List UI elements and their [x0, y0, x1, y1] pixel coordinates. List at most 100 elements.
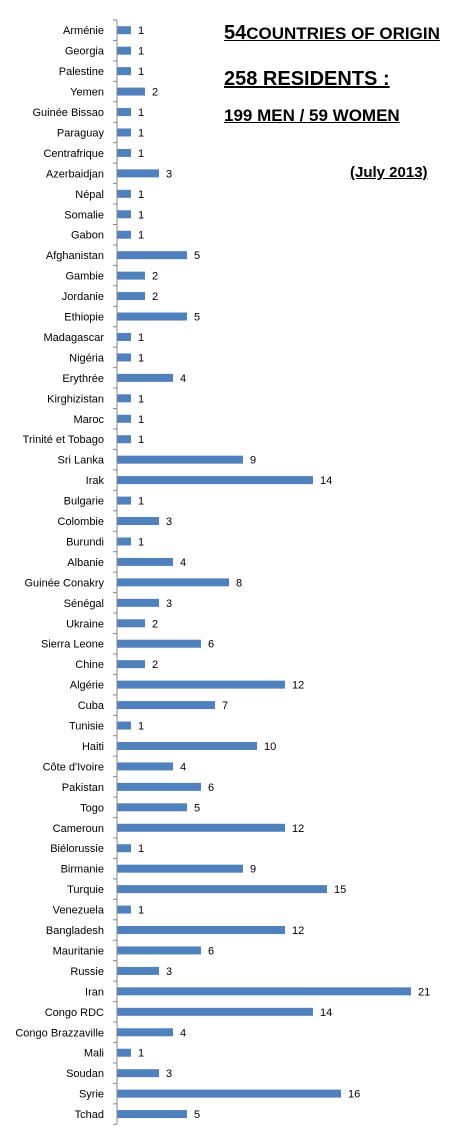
bar-52: [117, 1089, 341, 1098]
value-label: 1: [138, 843, 144, 855]
category-label: Sierra Leone: [41, 639, 104, 651]
category-label: Venezuela: [53, 905, 105, 917]
bar-1: [117, 46, 131, 55]
category-label: Jordanie: [62, 291, 104, 303]
value-label: 4: [180, 761, 186, 773]
bar-28: [117, 598, 159, 607]
bar-27: [117, 578, 229, 587]
value-label: 5: [194, 250, 200, 262]
value-label: 1: [138, 25, 144, 37]
category-label: Albanie: [67, 557, 104, 569]
bar-40: [117, 844, 131, 853]
bar-12: [117, 271, 145, 280]
category-label: Sénégal: [64, 598, 104, 610]
value-label: 5: [194, 312, 200, 324]
category-label: Congo Brazzaville: [15, 1027, 104, 1039]
category-label: Bulgarie: [64, 496, 104, 508]
bar-34: [117, 721, 131, 730]
category-label: Cameroun: [53, 823, 104, 835]
category-label: Népal: [75, 189, 104, 201]
value-label: 12: [292, 823, 304, 835]
value-label: 3: [166, 1068, 172, 1080]
men-women-subtitle: 199 MEN / 59 WOMEN: [224, 106, 400, 125]
bar-37: [117, 782, 201, 791]
value-label: 10: [264, 741, 276, 753]
value-label: 1: [138, 46, 144, 58]
category-label: Madagascar: [43, 332, 104, 344]
bar-53: [117, 1110, 187, 1119]
category-label: Centrafrique: [43, 148, 104, 160]
category-label: Georgia: [65, 46, 105, 58]
category-label: Soudan: [66, 1068, 104, 1080]
value-label: 1: [138, 209, 144, 221]
value-label: 2: [152, 618, 158, 630]
category-label: Iran: [85, 986, 104, 998]
bar-42: [117, 885, 327, 894]
category-label: Colombie: [58, 516, 104, 528]
bar-43: [117, 905, 131, 914]
value-label: 4: [180, 373, 186, 385]
category-label: Arménie: [63, 25, 104, 37]
value-label: 6: [208, 782, 214, 794]
category-label: Maroc: [73, 414, 104, 426]
category-label: Biélorussie: [50, 843, 104, 855]
bar-26: [117, 557, 173, 566]
date-label: (July 2013): [350, 164, 428, 181]
category-label: Erythrée: [62, 373, 104, 385]
category-label: Kirghizistan: [47, 393, 104, 405]
value-label: 12: [292, 680, 304, 692]
category-label: Afghanistan: [46, 250, 104, 262]
bar-20: [117, 435, 131, 444]
value-label: 9: [250, 455, 256, 467]
y-axis-layer: [113, 19, 118, 1125]
bar-4: [117, 108, 131, 117]
value-label: 9: [250, 864, 256, 876]
bar-33: [117, 701, 215, 710]
category-label: Gabon: [71, 230, 104, 242]
category-label: Bangladesh: [46, 925, 104, 937]
value-label: 1: [138, 905, 144, 917]
bar-44: [117, 926, 285, 935]
bar-38: [117, 803, 187, 812]
value-label: 3: [166, 168, 172, 180]
category-label: Mauritanie: [53, 945, 104, 957]
value-label: 2: [152, 87, 158, 99]
category-label: Togo: [80, 802, 104, 814]
bar-21: [117, 455, 243, 464]
bar-49: [117, 1028, 173, 1037]
category-label: Tchad: [75, 1109, 104, 1121]
category-label: Mali: [84, 1048, 104, 1060]
value-label: 1: [138, 414, 144, 426]
bar-41: [117, 864, 243, 873]
value-label: 12: [292, 925, 304, 937]
countries-count: 54: [224, 22, 247, 44]
bar-7: [117, 169, 159, 178]
category-label: Sri Lanka: [58, 455, 105, 467]
countries-text: COUNTRIES OF ORIGIN: [246, 24, 440, 43]
bar-13: [117, 292, 145, 301]
bar-14: [117, 312, 187, 321]
value-label: 1: [138, 352, 144, 364]
category-label: Paraguay: [57, 127, 105, 139]
bar-35: [117, 741, 257, 750]
value-label: 1: [138, 127, 144, 139]
value-label: 1: [138, 66, 144, 78]
value-label: 1: [138, 189, 144, 201]
category-label: Turquie: [67, 884, 104, 896]
category-label: Congo RDC: [45, 1007, 104, 1019]
bar-9: [117, 210, 131, 219]
value-labels-layer: 1112111311152251141119141314832621271104…: [138, 25, 430, 1121]
category-label: Côte d'Ivoire: [43, 761, 104, 773]
category-label: Palestine: [59, 66, 104, 78]
bar-45: [117, 946, 201, 955]
category-label: Guinée Bissao: [32, 107, 104, 119]
value-label: 5: [194, 1109, 200, 1121]
bar-25: [117, 537, 131, 546]
value-label: 3: [166, 598, 172, 610]
bar-15: [117, 332, 131, 341]
value-label: 16: [348, 1089, 360, 1101]
value-label: 1: [138, 230, 144, 242]
value-label: 6: [208, 639, 214, 651]
bar-11: [117, 251, 187, 260]
value-label: 1: [138, 1048, 144, 1060]
